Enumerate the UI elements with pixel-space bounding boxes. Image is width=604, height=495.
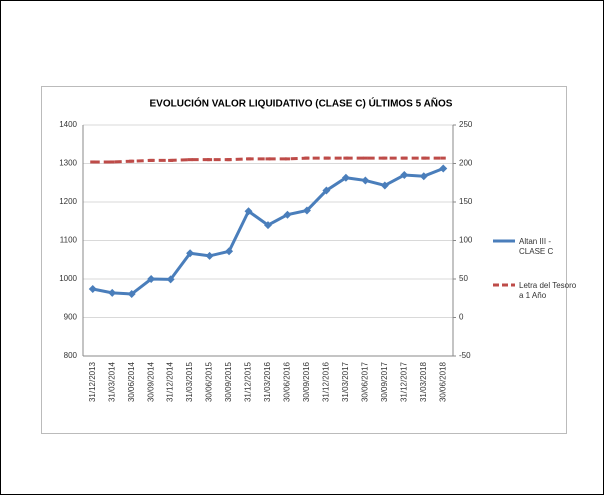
x-tick-label: 31/12/2017 (399, 361, 408, 402)
x-tick-label: 31/12/2015 (244, 361, 253, 402)
legend-label: Letra del Tesoro a 1 Año (519, 281, 577, 300)
point (90, 160, 96, 164)
y2-tick-label: -50 (459, 351, 471, 360)
point (302, 206, 311, 215)
x-tick-label: 30/09/2016 (302, 361, 311, 402)
point (283, 210, 292, 219)
point (168, 158, 174, 162)
point (440, 156, 446, 160)
x-tick-label: 30/06/2014 (127, 361, 136, 402)
y2-tick-label: 0 (459, 313, 464, 322)
x-tick-label: 31/12/2016 (322, 361, 331, 402)
x-tick-label: 31/03/2016 (263, 361, 272, 402)
point (343, 156, 349, 160)
x-tick-label: 30/06/2015 (205, 361, 214, 402)
x-tick-label: 31/03/2015 (185, 361, 194, 402)
point (421, 156, 427, 160)
point (129, 159, 135, 163)
point (225, 247, 234, 256)
y-tick-label: 1300 (59, 159, 77, 168)
y-tick-label: 1000 (59, 274, 77, 283)
x-tick-label: 31/03/2018 (419, 361, 428, 402)
point (265, 157, 271, 161)
point (323, 156, 329, 160)
point (361, 176, 370, 185)
point (400, 171, 409, 180)
y-tick-label: 1200 (59, 197, 77, 206)
y-tick-label: 800 (64, 351, 78, 360)
x-tick-label: 30/06/2017 (360, 361, 369, 402)
point (109, 160, 115, 164)
point (304, 156, 310, 160)
point (284, 157, 290, 161)
x-tick-label: 30/09/2015 (224, 361, 233, 402)
point (419, 172, 428, 181)
y2-tick-label: 50 (459, 274, 468, 283)
x-tick-label: 30/09/2017 (380, 361, 389, 402)
y2-tick-label: 100 (459, 236, 473, 245)
point (322, 186, 331, 195)
x-tick-label: 31/03/2014 (107, 361, 116, 402)
chart-title: EVOLUCIÓN VALOR LIQUIDATIVO (CLASE C) ÚL… (150, 97, 453, 110)
point (148, 158, 154, 162)
point (186, 249, 195, 258)
point (362, 156, 368, 160)
point (205, 251, 214, 260)
point (207, 158, 213, 162)
point (244, 207, 253, 216)
point (341, 173, 350, 182)
point (439, 164, 448, 173)
point (88, 285, 97, 294)
point (401, 156, 407, 160)
point (264, 221, 272, 230)
chart-box (41, 86, 567, 434)
y-tick-label: 1100 (60, 236, 78, 245)
point (382, 156, 388, 160)
x-tick-label: 30/06/2018 (438, 361, 447, 402)
y2-tick-label: 150 (459, 197, 473, 206)
point (127, 290, 136, 299)
x-tick-label: 30/06/2016 (283, 361, 292, 402)
point (187, 158, 193, 162)
x-tick-label: 31/12/2013 (88, 361, 97, 402)
point (108, 288, 117, 297)
series-line (92, 167, 444, 296)
point (166, 275, 175, 284)
y-tick-label: 900 (64, 313, 78, 322)
x-tick-label: 31/12/2014 (166, 361, 175, 402)
y-tick-label: 1400 (59, 120, 77, 129)
y2-tick-label: 250 (459, 120, 473, 129)
x-tick-label: 30/09/2014 (146, 361, 155, 402)
point (246, 157, 252, 161)
point (380, 181, 389, 190)
point (147, 275, 156, 283)
legend-label: Altan III - CLASE C (519, 237, 554, 256)
point (226, 158, 232, 162)
x-tick-label: 31/03/2017 (341, 361, 350, 402)
y2-tick-label: 200 (459, 159, 473, 168)
